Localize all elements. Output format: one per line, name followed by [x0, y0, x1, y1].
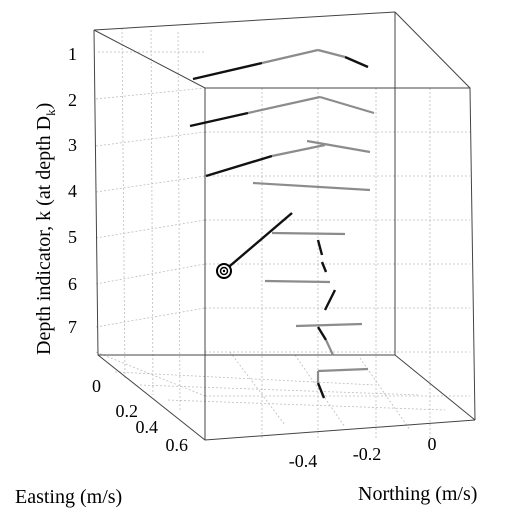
gray-velocity-segments: [247, 48, 375, 383]
z-ticks: 1 2 3 4 5 6 7: [68, 44, 77, 337]
z-tick-label: 2: [68, 90, 77, 110]
easting-axis-label: Easting (m/s): [15, 486, 122, 508]
velocity-segment: [189, 111, 249, 128]
easting-tick-label: 0.2: [116, 401, 139, 421]
velocity-segment: [295, 322, 363, 328]
easting-tick-label: 0.6: [166, 435, 189, 455]
velocity-segment: [271, 231, 346, 236]
velocity-segment: [325, 339, 334, 356]
velocity-segment: [320, 261, 328, 273]
z-axis-label-close: ): [33, 103, 55, 110]
z-axis-label-main: Depth indicator, k (at depth D: [33, 116, 55, 355]
velocity-segment: [223, 212, 293, 272]
grid-side-wall: [95, 27, 206, 411]
northing-tick-label: 0: [428, 434, 437, 454]
velocity-segment: [264, 279, 331, 284]
velocity-segment: [344, 55, 369, 69]
z-axis-label: Depth indicator, k (at depth Dk): [33, 103, 58, 355]
northing-tick-label: -0.4: [289, 451, 318, 471]
velocity-segment: [271, 143, 326, 158]
grid-floor: [114, 351, 446, 431]
z-tick-label: 1: [68, 44, 77, 64]
z-tick-label: 3: [68, 135, 77, 155]
z-tick-label: 4: [68, 181, 77, 201]
velocity-segment: [317, 48, 346, 59]
northing-ticks: -0.4 -0.2 0: [289, 434, 437, 471]
dark-velocity-segments: [189, 55, 369, 399]
velocity-segment: [319, 95, 375, 115]
box-frame: [93, 11, 476, 441]
easting-tick-label: 0.4: [136, 417, 159, 437]
z-tick-label: 7: [68, 317, 77, 337]
origin-marker: [216, 263, 232, 279]
velocity-segment: [316, 382, 326, 399]
easting-ticks: 0 0.2 0.4 0.6: [92, 376, 188, 455]
grid-back-wall: [205, 87, 470, 440]
z-tick-label: 5: [68, 227, 77, 247]
velocity-segment: [306, 139, 371, 154]
easting-tick-label: 0: [92, 376, 101, 396]
velocity-segment: [316, 239, 324, 256]
velocity-segment: [261, 48, 319, 65]
velocity-segment: [247, 95, 321, 115]
northing-axis-label: Northing (m/s): [358, 483, 477, 505]
velocity-segment: [316, 326, 328, 341]
northing-tick-label: -0.2: [353, 444, 382, 464]
velocity-segment: [323, 289, 337, 311]
velocity-segment: [205, 154, 273, 178]
z-tick-label: 6: [68, 274, 77, 294]
velocity-segment: [317, 367, 369, 373]
velocity-segment: [192, 61, 263, 81]
z-axis-label-subscript: k: [43, 109, 58, 116]
velocity-segment: [252, 181, 371, 192]
